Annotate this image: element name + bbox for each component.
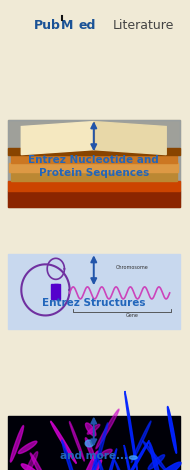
Ellipse shape xyxy=(153,462,181,470)
Text: M: M xyxy=(60,19,73,32)
Bar xyxy=(7,120,180,198)
Polygon shape xyxy=(54,284,58,299)
Bar xyxy=(7,191,180,207)
Polygon shape xyxy=(94,122,166,155)
Text: ed: ed xyxy=(79,19,96,32)
Text: and more...: and more... xyxy=(60,451,128,461)
Ellipse shape xyxy=(85,438,95,461)
Ellipse shape xyxy=(167,407,177,453)
Ellipse shape xyxy=(96,409,119,449)
Ellipse shape xyxy=(99,461,118,470)
Ellipse shape xyxy=(26,452,38,470)
Ellipse shape xyxy=(30,453,51,470)
Ellipse shape xyxy=(148,455,165,470)
Bar xyxy=(7,181,180,191)
Ellipse shape xyxy=(115,461,135,470)
Ellipse shape xyxy=(10,426,24,462)
Ellipse shape xyxy=(21,464,39,470)
Text: Pub: Pub xyxy=(34,19,61,32)
Ellipse shape xyxy=(101,449,112,456)
Ellipse shape xyxy=(98,449,117,470)
Ellipse shape xyxy=(18,441,37,454)
Ellipse shape xyxy=(94,423,108,470)
Text: Gene: Gene xyxy=(125,313,138,318)
Ellipse shape xyxy=(129,456,137,459)
Ellipse shape xyxy=(131,421,151,462)
Bar xyxy=(9,164,178,172)
Bar xyxy=(7,416,180,470)
Ellipse shape xyxy=(82,451,98,470)
Ellipse shape xyxy=(124,445,140,470)
Bar xyxy=(11,172,177,181)
Bar xyxy=(11,155,177,163)
Bar xyxy=(7,254,180,329)
Ellipse shape xyxy=(85,440,93,447)
Ellipse shape xyxy=(87,424,100,434)
Ellipse shape xyxy=(62,440,79,470)
Ellipse shape xyxy=(150,443,167,470)
Ellipse shape xyxy=(51,421,76,463)
Text: Chromosome: Chromosome xyxy=(115,265,148,270)
Polygon shape xyxy=(21,122,94,155)
Text: Literature: Literature xyxy=(112,19,174,32)
Bar xyxy=(7,120,180,207)
Bar xyxy=(7,148,180,155)
Ellipse shape xyxy=(125,391,137,470)
Text: Entrez Nucleotide and
Protein Sequences: Entrez Nucleotide and Protein Sequences xyxy=(28,155,159,179)
Polygon shape xyxy=(51,284,60,299)
Ellipse shape xyxy=(69,422,84,461)
Ellipse shape xyxy=(86,423,96,436)
Ellipse shape xyxy=(88,455,97,470)
Text: Entrez Structures: Entrez Structures xyxy=(42,298,146,308)
Ellipse shape xyxy=(143,441,168,470)
Ellipse shape xyxy=(126,440,149,470)
Ellipse shape xyxy=(82,460,102,470)
